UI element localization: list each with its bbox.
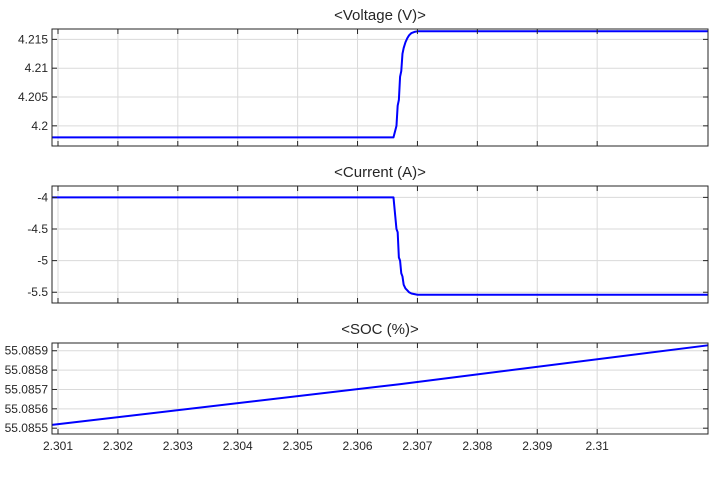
voltage-panel: <Voltage (V)> 4.2 4.205 4.21 4.215: [18, 7, 709, 147]
soc-x-tick-label: 2.303: [163, 439, 193, 453]
current-y-tick-label: -5.5: [27, 285, 48, 299]
current-plot-area: [52, 186, 708, 303]
soc-x-tick-label: 2.306: [343, 439, 373, 453]
soc-x-tick-label: 2.308: [462, 439, 492, 453]
current-title: <Current (A)>: [334, 164, 426, 181]
voltage-plot-area: [52, 29, 708, 146]
soc-y-tick-label: 55.0857: [5, 382, 49, 396]
current-y-tick-label: -4: [37, 190, 48, 204]
soc-x-tick-label: 2.31: [585, 439, 609, 453]
voltage-y-tick-label: 4.2: [31, 119, 48, 133]
voltage-title: <Voltage (V)>: [334, 7, 426, 24]
soc-series-line: [51, 344, 709, 426]
soc-x-tick-label: 2.307: [402, 439, 432, 453]
current-y-tick-label: -5: [37, 254, 48, 268]
voltage-y-tick-label: 4.21: [25, 61, 49, 75]
voltage-series-line: [52, 30, 708, 139]
voltage-axes-box: [51, 28, 709, 147]
soc-panel: <SOC (%)> 55.0855 55.0856 55.0857 55.0858 55…: [5, 321, 709, 453]
soc-plot-area: [52, 343, 708, 434]
soc-y-tick-label: 55.0859: [5, 344, 49, 358]
soc-x-tick-label: 2.302: [103, 439, 133, 453]
soc-axes-box: [51, 342, 709, 435]
current-series-line: [52, 196, 708, 296]
soc-x-tick-label: 2.309: [522, 439, 552, 453]
current-y-tick-label: -4.5: [27, 222, 48, 236]
soc-y-tick-label: 55.0858: [5, 363, 49, 377]
soc-x-tick-label: 2.301: [43, 439, 73, 453]
soc-x-tick-label: 2.305: [283, 439, 313, 453]
current-panel: <Current (A)> -5.5 -5 -4.5 -4: [27, 164, 709, 304]
soc-y-tick-label: 55.0855: [5, 421, 49, 435]
voltage-y-tick-label: 4.215: [18, 32, 48, 46]
voltage-y-tick-label: 4.205: [18, 90, 48, 104]
soc-title: <SOC (%)>: [341, 321, 419, 338]
current-axes-box: [51, 185, 709, 304]
soc-y-tick-label: 55.0856: [5, 402, 49, 416]
soc-x-tick-label: 2.304: [223, 439, 253, 453]
